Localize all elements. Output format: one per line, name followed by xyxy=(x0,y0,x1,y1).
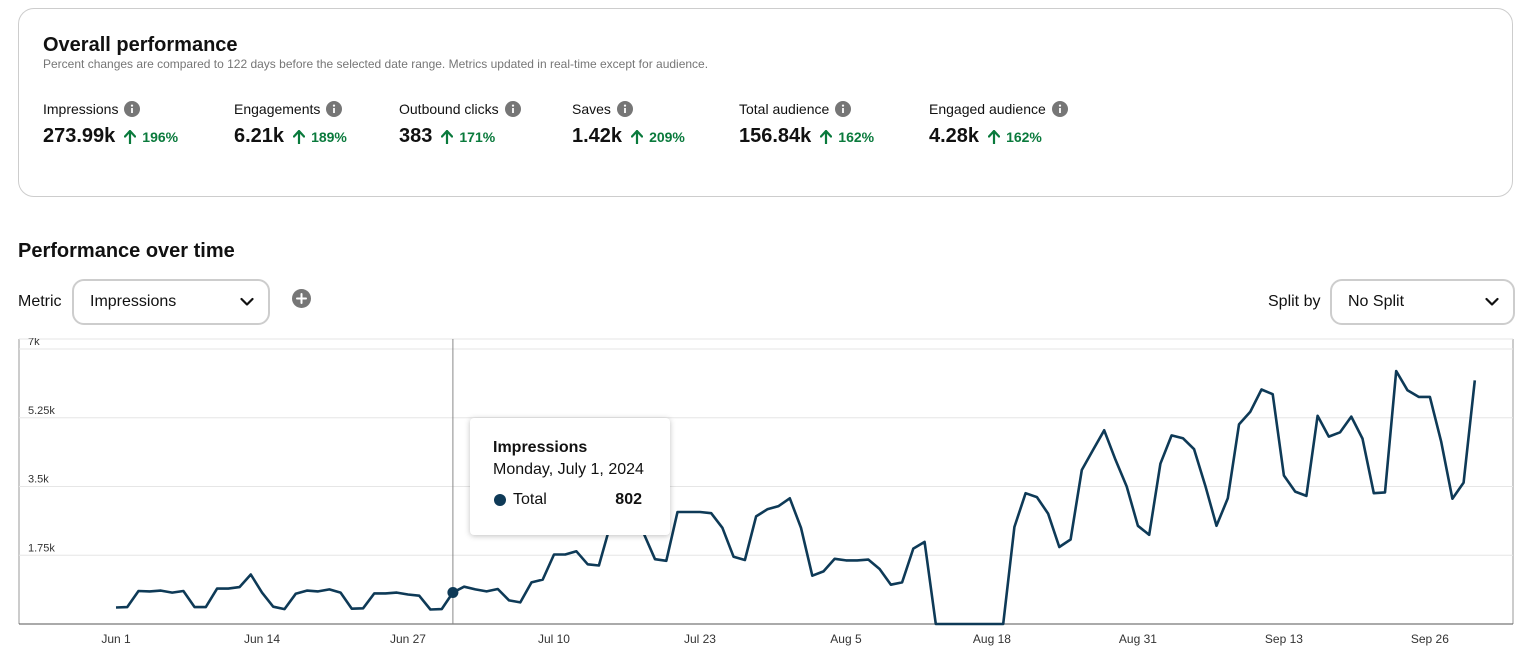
impressions-line-chart[interactable]: 1.75k 3.5k 5.25k 7k Jun 1 Jun 14 Jun 27 Jul 10 J… xyxy=(0,338,1525,657)
metric-dropdown[interactable]: Impressions xyxy=(72,279,270,325)
tooltip-title: Impressions xyxy=(493,439,588,456)
metric-change: 162% xyxy=(820,129,874,145)
metric-label: Engagements xyxy=(234,101,321,117)
metrics-row: Impressions 273.99k 196% Engagements 6.21… xyxy=(43,99,1099,148)
arrow-up-icon xyxy=(631,129,644,144)
performance-over-time-title: Performance over time xyxy=(18,240,235,262)
metric-outbound-clicks: Outbound clicks 383 171% xyxy=(399,99,572,148)
metric-saves: Saves 1.42k 209% xyxy=(572,99,739,148)
metric-engagements: Engagements 6.21k 189% xyxy=(234,99,399,148)
info-icon[interactable] xyxy=(1051,101,1068,117)
metric-value: 1.42k xyxy=(572,125,623,147)
metric-value: 6.21k xyxy=(234,125,285,147)
chart-tooltip: Impressions Monday, July 1, 2024 Total 8… xyxy=(470,418,670,535)
series-line-total xyxy=(115,369,1477,626)
chevron-down-icon xyxy=(1485,297,1499,306)
metric-value: 383 xyxy=(399,125,433,147)
split-by-value: No Split xyxy=(1348,293,1405,310)
metric-change: 196% xyxy=(124,129,178,145)
tooltip-date: Monday, July 1, 2024 xyxy=(493,461,644,478)
tooltip-series-name: Total xyxy=(513,491,547,508)
metric-impressions: Impressions 273.99k 196% xyxy=(43,99,234,148)
overall-performance-card: Overall performance Percent changes are … xyxy=(18,8,1513,197)
metric-label: Saves xyxy=(572,101,611,117)
x-tick-label: Jul 23 xyxy=(684,632,716,646)
x-tick-label: Aug 5 xyxy=(830,632,862,646)
metric-change: 162% xyxy=(988,129,1042,145)
info-icon[interactable] xyxy=(504,101,521,117)
tooltip-series-dot xyxy=(494,494,506,506)
x-tick-label: Sep 26 xyxy=(1411,632,1449,646)
metric-value: 156.84k xyxy=(739,125,812,147)
metric-change: 171% xyxy=(441,129,495,145)
y-tick-label: 7k xyxy=(28,338,40,348)
info-icon[interactable] xyxy=(124,101,141,117)
arrow-up-icon xyxy=(441,129,454,144)
metric-value: 4.28k xyxy=(929,125,980,147)
highlight-point xyxy=(447,586,459,598)
overall-performance-subtitle: Percent changes are compared to 122 days… xyxy=(43,57,709,71)
tooltip-value: 802 xyxy=(615,491,642,508)
x-tick-label: Aug 18 xyxy=(973,632,1011,646)
y-tick-label: 3.5k xyxy=(28,474,49,486)
metric-label: Engaged audience xyxy=(929,101,1046,117)
x-tick-label: Jul 10 xyxy=(538,632,570,646)
chevron-down-icon xyxy=(240,297,254,306)
add-metric-icon[interactable] xyxy=(292,289,311,308)
y-tick-label: 5.25k xyxy=(28,405,55,417)
info-icon[interactable] xyxy=(616,101,633,117)
split-by-label: Split by xyxy=(1268,293,1321,310)
overall-performance-title: Overall performance xyxy=(43,34,238,56)
arrow-up-icon xyxy=(988,129,1001,144)
x-tick-label: Jun 27 xyxy=(390,632,426,646)
metric-label: Impressions xyxy=(43,101,119,117)
x-tick-label: Sep 13 xyxy=(1265,632,1303,646)
y-tick-label: 1.75k xyxy=(28,542,55,554)
metric-label: Outbound clicks xyxy=(399,101,499,117)
info-icon[interactable] xyxy=(326,101,343,117)
x-tick-label: Aug 31 xyxy=(1119,632,1157,646)
x-tick-label: Jun 14 xyxy=(244,632,280,646)
metric-dropdown-label: Metric xyxy=(18,293,62,310)
metric-total-audience: Total audience 156.84k 162% xyxy=(739,99,929,148)
metric-change: 189% xyxy=(293,129,347,145)
info-icon[interactable] xyxy=(835,101,852,117)
metric-dropdown-value: Impressions xyxy=(90,293,177,310)
arrow-up-icon xyxy=(293,129,306,144)
split-by-dropdown[interactable]: No Split xyxy=(1330,279,1515,325)
metric-engaged-audience: Engaged audience 4.28k 162% xyxy=(929,99,1099,148)
metric-change: 209% xyxy=(631,129,685,145)
metric-value: 273.99k xyxy=(43,125,116,147)
arrow-up-icon xyxy=(820,129,833,144)
x-tick-label: Jun 1 xyxy=(101,632,131,646)
metric-label: Total audience xyxy=(739,101,830,117)
arrow-up-icon xyxy=(124,129,137,144)
